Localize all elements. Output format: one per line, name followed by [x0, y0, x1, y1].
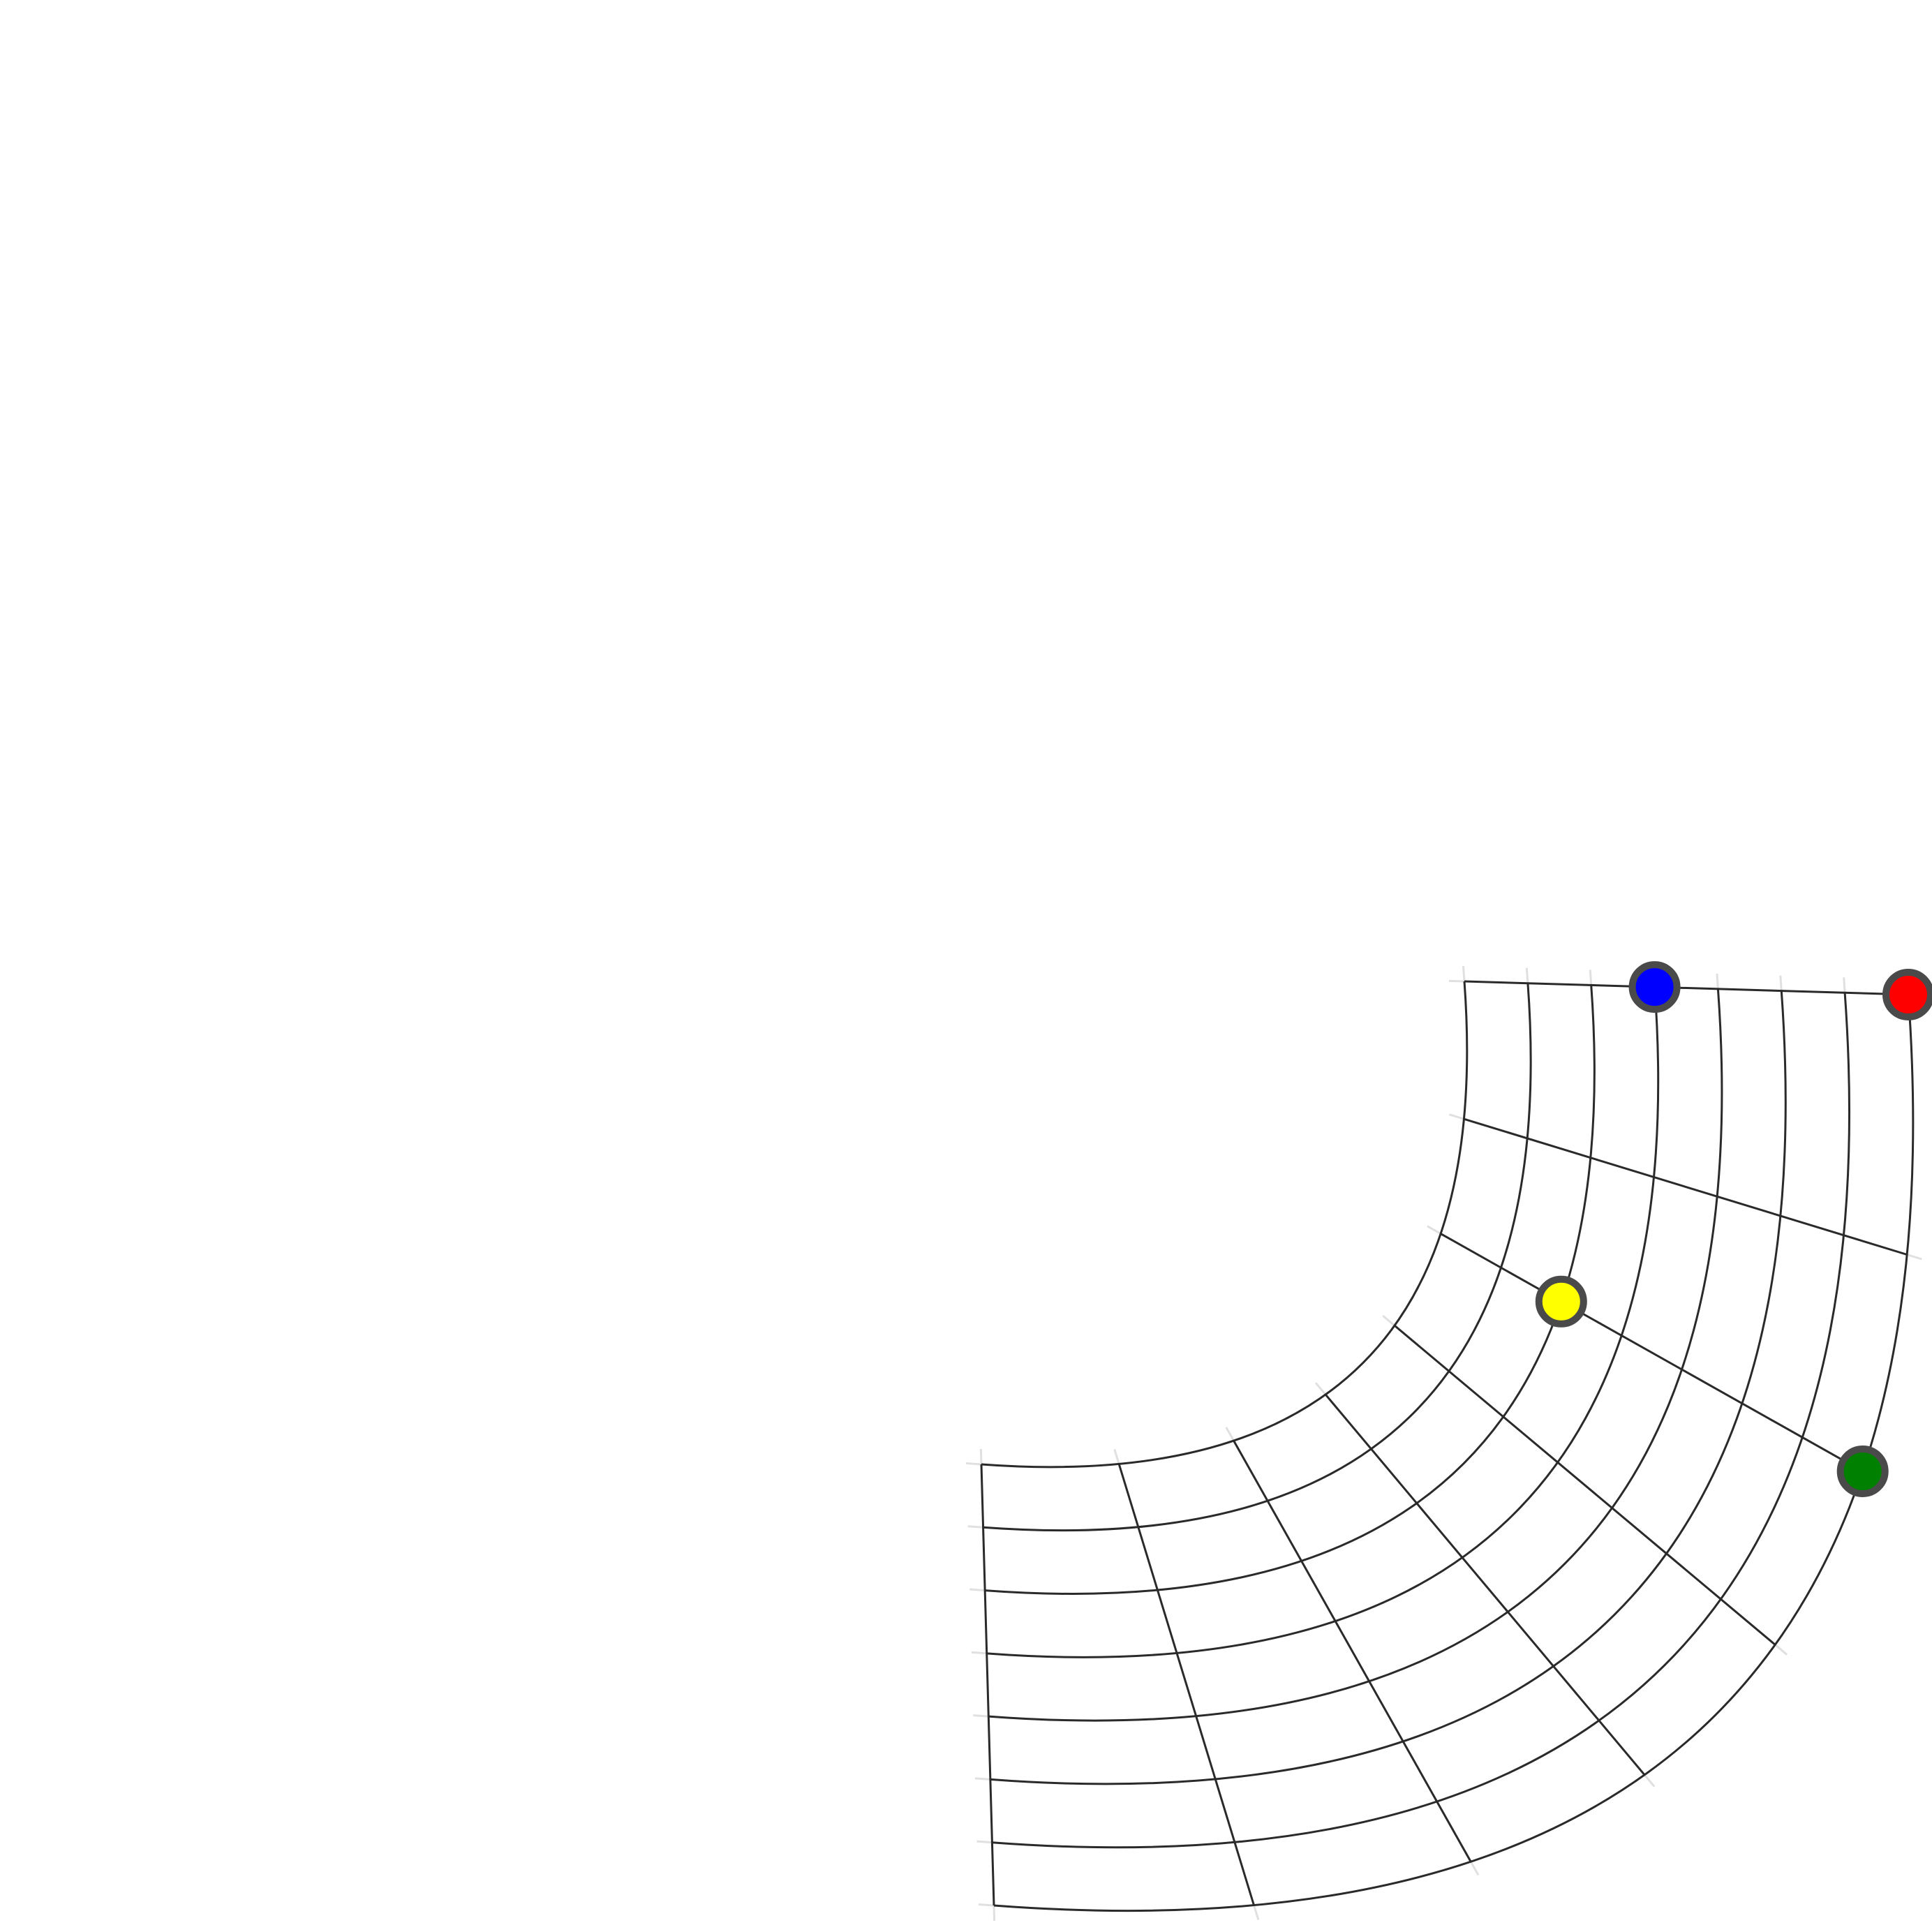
ring-tick-left-2 — [969, 1589, 985, 1591]
ring-tick-left-3 — [972, 1652, 987, 1654]
spoke-tick-outer-7 — [994, 1905, 995, 1921]
ring-tick-top-2 — [1590, 969, 1591, 985]
grid-spoke-0 — [1464, 981, 1908, 995]
ring-tick-left-5 — [975, 1778, 990, 1780]
ring-tick-top-6 — [1844, 977, 1845, 993]
markers — [1539, 965, 1931, 1494]
spoke-tick-inner-4 — [1316, 1383, 1325, 1395]
grid-rings — [981, 981, 1913, 1911]
spoke-tick-inner-6 — [1115, 1449, 1119, 1464]
ring-tick-left-6 — [976, 1841, 992, 1843]
ring-tick-left-7 — [979, 1904, 994, 1905]
ring-tick-left-0 — [966, 1463, 981, 1464]
grid-spoke-3 — [1395, 1325, 1775, 1644]
blue-marker[interactable] — [1633, 965, 1677, 1009]
spoke-tick-inner-5 — [1226, 1427, 1234, 1441]
spoke-tick-outer-4 — [1644, 1775, 1654, 1787]
yellow-marker[interactable] — [1539, 1279, 1584, 1324]
spoke-tick-outer-1 — [1907, 1255, 1922, 1259]
spoke-tick-inner-3 — [1383, 1316, 1395, 1325]
ring-tick-top-1 — [1526, 968, 1528, 983]
ring-tick-left-1 — [968, 1526, 983, 1528]
grid-ring-4 — [988, 989, 1722, 1721]
grid-spoke-5 — [1234, 1441, 1471, 1862]
grid-ring-7 — [994, 995, 1913, 1911]
grid-ring-5 — [990, 991, 1785, 1784]
spoke-tick-outer-5 — [1471, 1862, 1478, 1875]
grid-ticks — [966, 966, 1924, 1921]
grid-spoke-6 — [1119, 1464, 1254, 1905]
grid-ring-1 — [983, 983, 1531, 1531]
grid-ring-2 — [985, 985, 1594, 1593]
grid-spokes — [981, 981, 1908, 1905]
grid-spoke-4 — [1325, 1395, 1644, 1775]
spoke-tick-outer-3 — [1775, 1644, 1787, 1654]
spoke-tick-inner-1 — [1449, 1115, 1464, 1119]
grid-spoke-2 — [1441, 1234, 1863, 1471]
ring-tick-left-4 — [973, 1716, 988, 1717]
green-marker[interactable] — [1841, 1449, 1885, 1494]
red-marker[interactable] — [1886, 972, 1931, 1017]
spoke-tick-inner-2 — [1427, 1226, 1441, 1234]
grid-spoke-7 — [981, 1464, 994, 1905]
ring-tick-top-4 — [1717, 974, 1718, 989]
grid-spoke-1 — [1464, 1119, 1907, 1254]
grid-ring-0 — [981, 981, 1467, 1467]
spoke-tick-outer-6 — [1254, 1905, 1258, 1920]
ring-tick-top-0 — [1463, 966, 1464, 981]
